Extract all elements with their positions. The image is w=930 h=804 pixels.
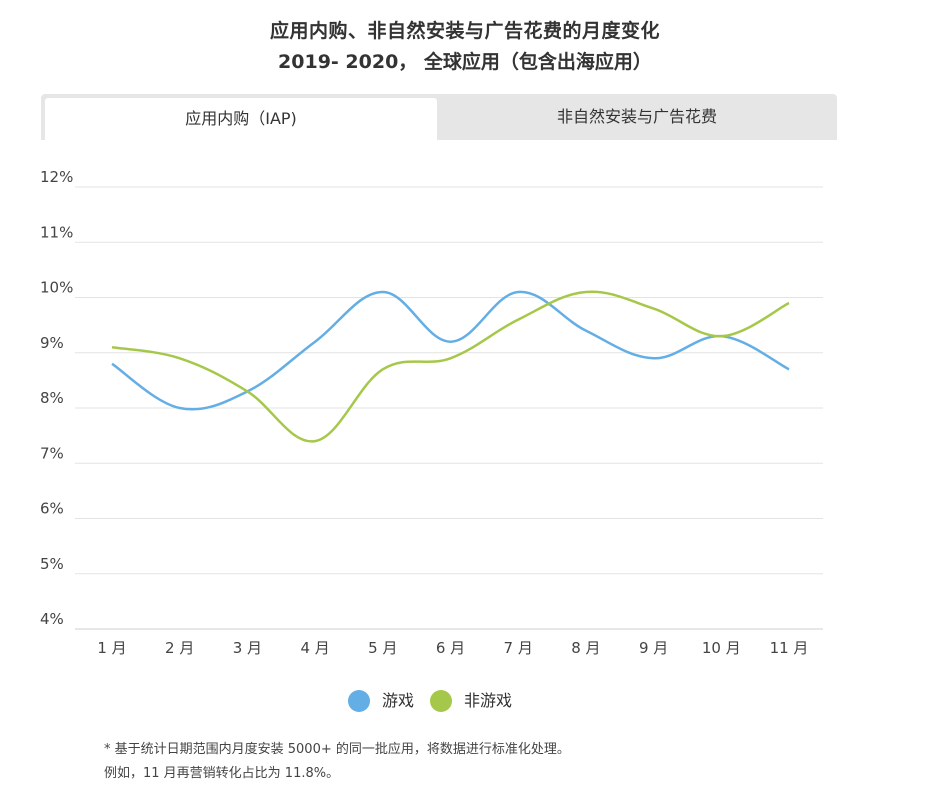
x-tick-label: 5 月 — [368, 639, 397, 657]
tab-bar: 应用内购（IAP) 非自然安装与广告花费 — [41, 94, 837, 140]
x-tick-label: 10 月 — [702, 639, 741, 657]
footnote-line-1: * 基于统计日期范围内月度安装 5000+ 的同一批应用，将数据进行标准化处理。 — [104, 742, 570, 757]
legend: 游戏 非游戏 — [0, 686, 930, 716]
data-point-nongames-3[interactable] — [241, 385, 253, 397]
series-line-games[interactable] — [111, 290, 790, 411]
y-tick-label: 6% — [40, 500, 64, 518]
tab-nonorganic-install-ad-spend[interactable]: 非自然安装与广告花费 — [556, 107, 717, 126]
y-tick-label: 8% — [40, 389, 64, 407]
data-point-nongames-9[interactable] — [648, 303, 660, 315]
series-line-nongames[interactable] — [111, 290, 790, 443]
data-point-nongames-10[interactable] — [715, 330, 727, 342]
data-point-nongames-5[interactable] — [377, 363, 389, 375]
legend-dot-games — [348, 690, 370, 712]
data-point-nongames-11[interactable] — [783, 297, 795, 309]
y-tick-label: 5% — [40, 555, 64, 573]
y-tick-label: 12% — [40, 168, 73, 186]
y-tick-label: 9% — [40, 334, 64, 352]
x-tick-label: 4 月 — [300, 639, 329, 657]
legend-label-nongames: 非游戏 — [464, 691, 513, 710]
y-tick-label: 11% — [40, 223, 73, 241]
legend-dot-nongames — [430, 690, 452, 712]
legend-label-games: 游戏 — [382, 691, 415, 710]
data-point-nongames-8[interactable] — [580, 286, 592, 298]
data-point-games-7[interactable] — [512, 286, 524, 298]
chart-subtitle: 2019- 2020， 全球应用（包含出海应用） — [278, 51, 652, 73]
data-point-nongames-7[interactable] — [512, 314, 524, 326]
x-tick-label: 3 月 — [233, 639, 262, 657]
footnote-line-2: 例如，11 月再营销转化占比为 11.8%。 — [104, 766, 340, 781]
data-point-games-5[interactable] — [377, 286, 389, 298]
y-tick-label: 4% — [40, 610, 64, 628]
data-point-nongames-4[interactable] — [309, 435, 321, 447]
chart-title: 应用内购、非自然安装与广告花费的月度变化 — [269, 20, 660, 42]
x-tick-label: 2 月 — [165, 639, 194, 657]
data-point-games-2[interactable] — [174, 402, 186, 414]
data-point-games-1[interactable] — [106, 358, 118, 370]
x-tick-label: 6 月 — [436, 639, 465, 657]
data-point-games-9[interactable] — [648, 352, 660, 364]
data-point-nongames-1[interactable] — [106, 341, 118, 353]
data-point-nongames-6[interactable] — [445, 352, 457, 364]
x-tick-label: 7 月 — [504, 639, 533, 657]
data-point-games-11[interactable] — [783, 363, 795, 375]
data-point-games-6[interactable] — [445, 336, 457, 348]
x-tick-label: 1 月 — [97, 639, 126, 657]
x-tick-label: 8 月 — [571, 639, 600, 657]
tab-iap[interactable]: 应用内购（IAP) — [45, 98, 437, 140]
data-point-games-8[interactable] — [580, 325, 592, 337]
line-chart: 4% 5% 6% 7% 8% 9% 10% 11% 12% 1 月 2 月 3 月 4 月 5 月 6 月… — [40, 168, 823, 657]
x-tick-label: 9 月 — [639, 639, 668, 657]
y-tick-label: 7% — [40, 444, 64, 462]
data-point-games-4[interactable] — [309, 336, 321, 348]
data-point-nongames-2[interactable] — [174, 352, 186, 364]
y-tick-label: 10% — [40, 279, 73, 297]
x-tick-label: 11 月 — [770, 639, 809, 657]
